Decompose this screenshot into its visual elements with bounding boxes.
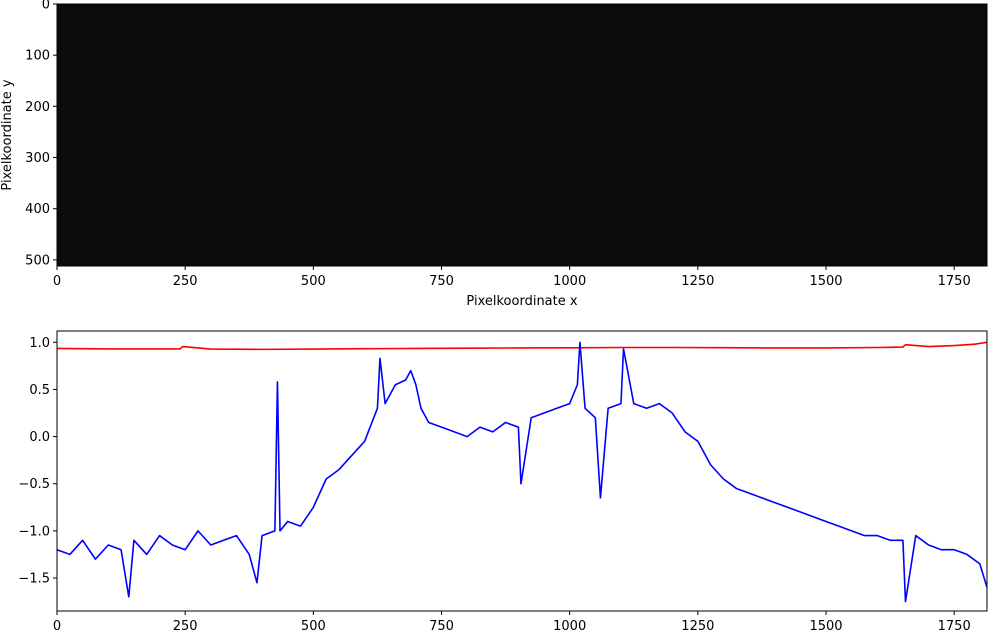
profile-y-tick-label: 0.0: [29, 430, 50, 445]
image-x-tick-label: 0: [53, 274, 61, 289]
image-y-tick-label: 200: [25, 100, 50, 115]
profile-x-tick-label: 1000: [553, 619, 586, 632]
profile-y-tick-label: −0.5: [18, 477, 50, 492]
profile-x-tick-label: 500: [301, 619, 326, 632]
image-x-tick-label: 500: [301, 274, 326, 289]
image-x-tick-label: 1750: [938, 274, 971, 289]
profile-x-tick-label: 0: [53, 619, 61, 632]
image-x-tick-label: 1500: [809, 274, 842, 289]
series-line-1: [57, 341, 987, 603]
series-line-0: [57, 341, 987, 351]
image-x-tick-label: 1250: [681, 274, 714, 289]
profile-axes-frame: [56, 330, 988, 612]
image-y-tick-label: 500: [25, 253, 50, 268]
profile-x-tick-label: 750: [429, 619, 454, 632]
image-y-axis-label: Pixelkoordinate y: [0, 79, 15, 190]
profile-x-tick-label: 1750: [938, 619, 971, 632]
profile-x-tick-label: 250: [173, 619, 198, 632]
profile-x-ticks: 0 250 500 750 1000 1250 1500 1750: [53, 611, 971, 632]
profile-y-tick-label: −1.5: [18, 572, 50, 587]
image-y-tick-label: 400: [25, 202, 50, 217]
image-x-tick-label: 750: [429, 274, 454, 289]
profile-y-tick-label: 1.0: [29, 336, 50, 351]
image-y-ticks: 0 100 200 300 400 500: [25, 0, 57, 268]
profile-y-ticks: −1.5 −1.0 −0.5 0.0 0.5 1.0: [18, 336, 57, 587]
image-y-tick-label: 100: [25, 49, 50, 64]
image-y-tick-label: 300: [25, 151, 50, 166]
image-panel: 0 250 500 750 1000 1250 1500 1750 0 100 200 300 400…: [0, 0, 988, 309]
image-y-tick-label: 0: [42, 0, 50, 13]
profile-panel: 0 250 500 750 1000 1250 1500 1750 −1.5 −1.0 −0.5 0…: [18, 330, 988, 632]
image-x-ticks: 0 250 500 750 1000 1250 1500 1750: [53, 266, 971, 289]
profile-y-tick-label: 0.5: [29, 383, 50, 398]
image-x-tick-label: 250: [173, 274, 198, 289]
profile-y-tick-label: −1.0: [18, 524, 50, 539]
profile-x-tick-label: 1250: [681, 619, 714, 632]
image-x-axis-label: Pixelkoordinate x: [466, 294, 577, 309]
image-axes-frame: [56, 3, 988, 267]
profile-x-tick-label: 1500: [809, 619, 842, 632]
profile-lines: [57, 341, 987, 603]
image-x-tick-label: 1000: [553, 274, 586, 289]
image-heatmap: [57, 4, 987, 266]
